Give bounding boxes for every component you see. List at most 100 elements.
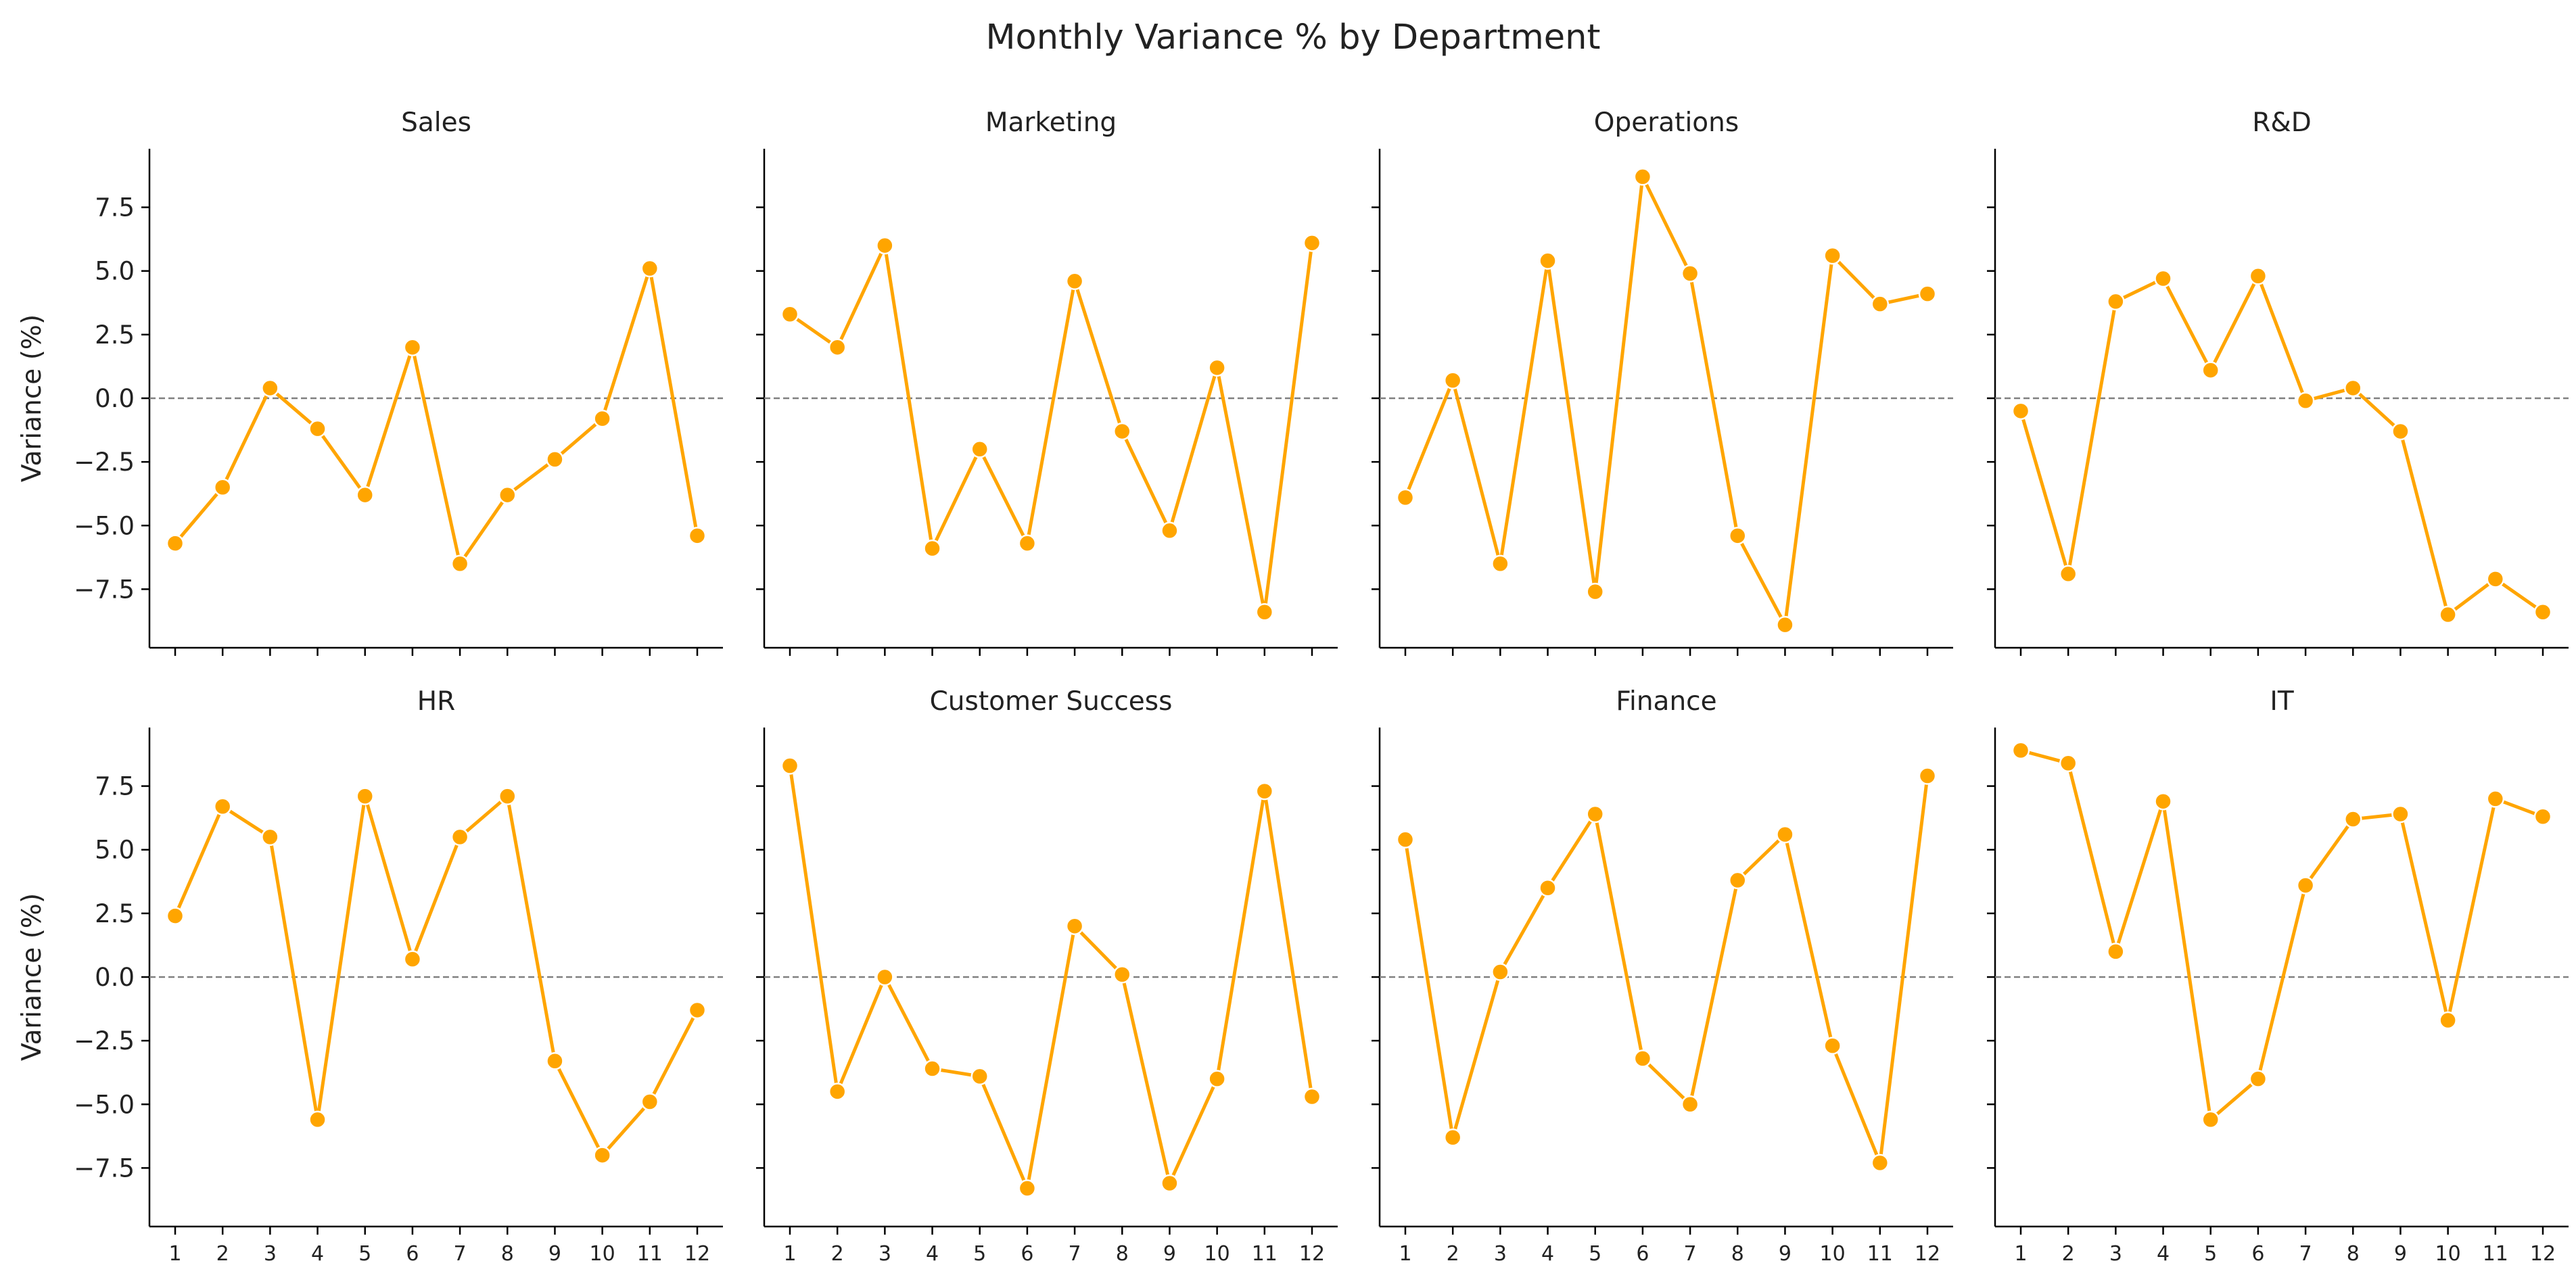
data-point xyxy=(166,907,185,925)
data-point xyxy=(356,787,374,805)
data-point xyxy=(2107,292,2125,311)
data-point xyxy=(2201,361,2220,379)
x-tick-label: 5 xyxy=(358,1242,371,1266)
data-point xyxy=(1018,534,1037,552)
data-point xyxy=(1303,1087,1321,1106)
x-tick-label: 7 xyxy=(2299,1242,2312,1266)
series-line xyxy=(1403,776,1929,1165)
data-point xyxy=(403,338,422,356)
x-tick-label: 11 xyxy=(637,1242,663,1266)
data-point xyxy=(1491,963,1509,981)
data-point xyxy=(2486,570,2505,588)
data-point xyxy=(828,338,847,356)
x-tick-label: 12 xyxy=(1299,1242,1325,1266)
data-point xyxy=(1396,488,1415,507)
data-point xyxy=(1681,1095,1700,1114)
data-point xyxy=(688,1001,707,1020)
x-tick-label: 2 xyxy=(216,1242,229,1266)
series-line xyxy=(788,765,1314,1191)
data-point xyxy=(2533,807,2552,826)
data-point xyxy=(2486,790,2505,808)
x-tick-label: 4 xyxy=(2157,1242,2170,1266)
x-tick-label: 7 xyxy=(454,1242,467,1266)
x-tick-label: 6 xyxy=(1021,1242,1033,1266)
x-tick-label: 3 xyxy=(264,1242,277,1266)
panel-title: Sales xyxy=(401,108,471,138)
data-point xyxy=(2391,805,2410,824)
data-point xyxy=(213,478,232,497)
y-tick-label: 5.0 xyxy=(95,257,135,286)
x-tick-label: 12 xyxy=(684,1242,710,1266)
data-point xyxy=(2296,391,2315,410)
data-point xyxy=(1539,252,1557,270)
x-tick-label: 1 xyxy=(1399,1242,1411,1266)
data-point xyxy=(2249,267,2268,285)
data-point xyxy=(2296,876,2315,895)
series-line xyxy=(2019,274,2544,617)
x-tick-label: 6 xyxy=(1636,1242,1649,1266)
y-tick-label: −5.0 xyxy=(74,511,135,540)
x-tick-label: 2 xyxy=(2062,1242,2075,1266)
data-point xyxy=(593,409,611,428)
data-point xyxy=(261,828,279,847)
data-point xyxy=(970,440,989,458)
data-point xyxy=(1918,285,1937,303)
x-tick-label: 9 xyxy=(1163,1242,1176,1266)
x-tick-label: 9 xyxy=(2394,1242,2407,1266)
data-point xyxy=(498,787,517,805)
y-tick-label: 2.5 xyxy=(95,899,135,928)
y-tick-label: 0.0 xyxy=(95,384,135,413)
data-point xyxy=(2011,402,2030,421)
x-tick-label: 2 xyxy=(831,1242,844,1266)
x-tick-label: 10 xyxy=(1820,1242,1846,1266)
panel-sales: Sales −7.5 −5.0 −2.5 0.0 2.5 5.0 7.5 Variance (%… xyxy=(17,108,723,656)
x-tick-label: 4 xyxy=(311,1242,324,1266)
data-point xyxy=(1113,965,1131,984)
data-point xyxy=(1443,1128,1462,1147)
x-tick-label: 5 xyxy=(1589,1242,1601,1266)
data-point xyxy=(1443,371,1462,389)
data-point xyxy=(213,797,232,815)
data-point xyxy=(546,1052,564,1070)
data-point xyxy=(450,554,469,573)
data-point xyxy=(403,950,422,968)
data-point xyxy=(1823,246,1842,265)
x-tick-label: 1 xyxy=(2014,1242,2027,1266)
panel-title: Customer Success xyxy=(930,686,1173,717)
x-tick-label: 11 xyxy=(2483,1242,2508,1266)
data-point xyxy=(1633,1049,1652,1068)
data-point xyxy=(780,757,799,775)
x-tick-label: 7 xyxy=(1684,1242,1697,1266)
y-tick-label: 7.5 xyxy=(95,193,135,222)
x-tick-label: 11 xyxy=(1867,1242,1893,1266)
data-point xyxy=(2439,1011,2457,1030)
y-axis-label: Variance (%) xyxy=(17,893,47,1061)
x-tick-label: 10 xyxy=(590,1242,615,1266)
data-point xyxy=(640,1093,659,1111)
data-point xyxy=(1633,168,1652,186)
data-point xyxy=(828,1083,847,1101)
data-point xyxy=(261,379,279,398)
y-tick-label: 0.0 xyxy=(95,963,135,992)
x-tick-label: 10 xyxy=(1204,1242,1230,1266)
data-point xyxy=(2059,565,2078,584)
data-point xyxy=(1871,295,1890,313)
x-tick-label: 11 xyxy=(1252,1242,1278,1266)
panel-title: Marketing xyxy=(985,108,1117,138)
panels: Sales −7.5 −5.0 −2.5 0.0 2.5 5.0 7.5 Variance (%… xyxy=(17,108,2569,1266)
x-tick-label: 4 xyxy=(1541,1242,1554,1266)
panel-marketing: Marketing xyxy=(756,108,1338,656)
y-tick-label: −7.5 xyxy=(74,1154,135,1183)
data-point xyxy=(1208,358,1226,377)
data-point xyxy=(1729,527,1747,545)
data-point xyxy=(356,485,374,504)
x-tick-label: 4 xyxy=(926,1242,939,1266)
data-point xyxy=(2391,422,2410,441)
x-tick-label: 1 xyxy=(783,1242,796,1266)
panel-hr: HR−7.5−5.0−2.50.02.55.07.51 2 3 4 5 6 7 8 9 10 11 1… xyxy=(17,686,723,1266)
data-point xyxy=(923,1060,941,1078)
x-tick-label: 8 xyxy=(1731,1242,1744,1266)
data-point xyxy=(876,968,894,986)
